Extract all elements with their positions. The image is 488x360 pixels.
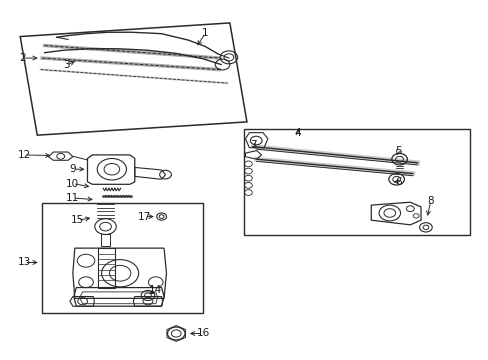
Text: 16: 16 [196, 328, 209, 338]
Text: 8: 8 [427, 196, 433, 206]
Text: 5: 5 [394, 146, 401, 156]
Text: 17: 17 [138, 212, 151, 221]
Text: 7: 7 [249, 140, 256, 150]
Text: 12: 12 [18, 150, 31, 160]
Bar [244, 129, 469, 234]
Text: 6: 6 [394, 177, 401, 187]
Text: 13: 13 [18, 257, 31, 267]
Text: 4: 4 [294, 129, 301, 138]
Text: 14: 14 [149, 285, 162, 296]
Text: 10: 10 [66, 179, 79, 189]
Text: 3: 3 [63, 60, 70, 70]
Text: 11: 11 [66, 193, 80, 203]
Bar [42, 203, 203, 313]
Text: 9: 9 [69, 164, 76, 174]
Text: 15: 15 [71, 215, 84, 225]
Text: 2: 2 [20, 53, 26, 63]
Text: 1: 1 [202, 28, 208, 38]
